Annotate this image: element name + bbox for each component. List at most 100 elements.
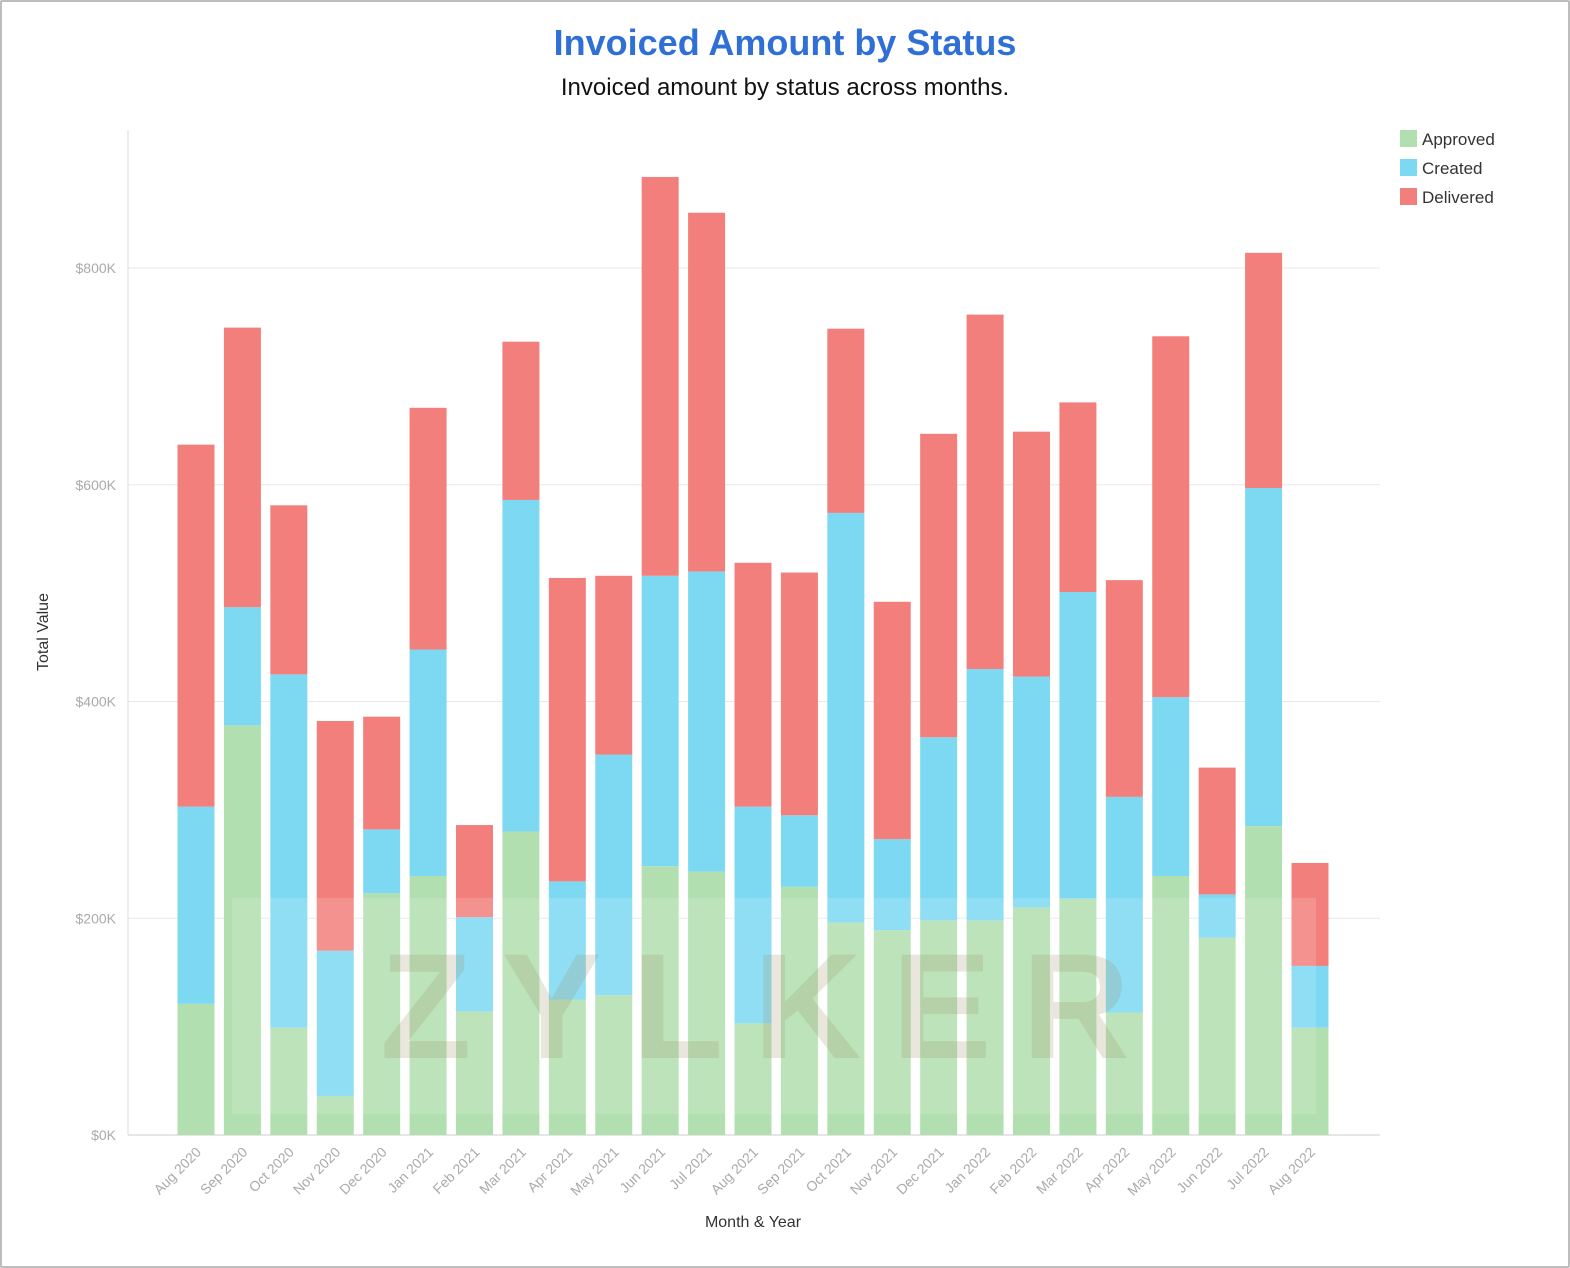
- legend-item-created[interactable]: Created: [1400, 159, 1482, 178]
- bar-approved[interactable]: [502, 831, 540, 1135]
- bar-delivered[interactable]: [363, 716, 401, 830]
- bar-created[interactable]: [873, 839, 911, 931]
- bar-approved[interactable]: [223, 725, 261, 1135]
- x-tick-label: Oct 2020: [245, 1144, 297, 1196]
- bar-created[interactable]: [827, 512, 865, 923]
- x-tick-label: Nov 2020: [290, 1144, 344, 1198]
- bar-created[interactable]: [1245, 488, 1283, 827]
- bar-created[interactable]: [641, 575, 679, 867]
- bar-approved[interactable]: [270, 1027, 308, 1135]
- bar-created[interactable]: [502, 499, 540, 832]
- bar-delivered[interactable]: [780, 572, 818, 816]
- bar-approved[interactable]: [595, 995, 633, 1135]
- bar-delivered[interactable]: [1198, 767, 1236, 895]
- bar-delivered[interactable]: [1245, 252, 1283, 489]
- y-tick-label: $400K: [76, 694, 117, 710]
- watermark-logo: ZYLKER: [380, 922, 1160, 1090]
- bar-created[interactable]: [595, 754, 633, 996]
- bar-delivered[interactable]: [1152, 336, 1190, 698]
- bar-approved[interactable]: [1198, 937, 1236, 1135]
- bar-created[interactable]: [270, 674, 308, 1028]
- bar-created[interactable]: [1105, 796, 1143, 1013]
- x-tick-label: Jan 2022: [941, 1144, 993, 1196]
- bar-delivered[interactable]: [641, 176, 679, 576]
- bar-delivered[interactable]: [1059, 402, 1097, 593]
- bar-created[interactable]: [177, 806, 215, 1004]
- x-tick-label: Dec 2021: [893, 1144, 947, 1198]
- bar-approved[interactable]: [177, 1003, 215, 1135]
- bar-approved[interactable]: [409, 875, 447, 1135]
- bar-created[interactable]: [1152, 697, 1190, 876]
- bar-approved[interactable]: [548, 999, 586, 1135]
- bar-approved[interactable]: [1105, 1012, 1143, 1135]
- bar-created[interactable]: [548, 881, 586, 1000]
- bar-delivered[interactable]: [502, 341, 540, 500]
- x-tick-label: Aug 2021: [707, 1144, 761, 1198]
- y-tick-label: $800K: [76, 260, 117, 276]
- bar-delivered[interactable]: [1291, 862, 1329, 966]
- x-tick-label: Aug 2022: [1264, 1144, 1318, 1198]
- bar-approved[interactable]: [316, 1095, 354, 1135]
- bar-created[interactable]: [780, 815, 818, 887]
- bar-delivered[interactable]: [1105, 580, 1143, 797]
- x-tick-label: Mar 2022: [1033, 1144, 1086, 1197]
- bar-delivered[interactable]: [223, 327, 261, 608]
- bar-created[interactable]: [363, 829, 401, 894]
- bar-created[interactable]: [734, 806, 772, 1024]
- bar-approved[interactable]: [1291, 1027, 1329, 1135]
- bar-created[interactable]: [1059, 592, 1097, 899]
- bar-approved[interactable]: [1152, 875, 1190, 1135]
- bar-created[interactable]: [966, 668, 1004, 921]
- bar-delivered[interactable]: [920, 433, 958, 738]
- bar-approved[interactable]: [734, 1023, 772, 1135]
- bar-created[interactable]: [688, 571, 726, 872]
- bar-approved[interactable]: [827, 922, 865, 1135]
- bar-created[interactable]: [1198, 894, 1236, 938]
- bar-approved[interactable]: [920, 920, 958, 1135]
- bar-delivered[interactable]: [409, 407, 447, 650]
- legend-swatch: [1400, 188, 1417, 205]
- bar-approved[interactable]: [363, 893, 401, 1135]
- x-tick-label: Sep 2020: [197, 1144, 251, 1198]
- x-tick-label: Nov 2021: [847, 1144, 901, 1198]
- bar-delivered[interactable]: [873, 601, 911, 840]
- bar-created[interactable]: [223, 607, 261, 726]
- bar-delivered[interactable]: [456, 825, 493, 918]
- x-tick-label: Jun 2021: [616, 1144, 668, 1196]
- bar-delivered[interactable]: [966, 314, 1004, 669]
- bar-delivered[interactable]: [1013, 431, 1050, 677]
- bar-approved[interactable]: [641, 866, 679, 1135]
- bar-approved[interactable]: [688, 871, 726, 1135]
- bar-delivered[interactable]: [316, 721, 354, 951]
- bar-approved[interactable]: [873, 930, 911, 1135]
- bar-created[interactable]: [316, 950, 354, 1096]
- bar-delivered[interactable]: [688, 212, 726, 572]
- bar-created[interactable]: [456, 917, 493, 1012]
- bar-created[interactable]: [1013, 676, 1050, 908]
- watermark-box: [232, 898, 1316, 1114]
- bar-approved[interactable]: [1245, 826, 1283, 1135]
- bar-approved[interactable]: [966, 920, 1004, 1135]
- bar-created[interactable]: [409, 649, 447, 876]
- y-tick-label: $0K: [91, 1127, 117, 1143]
- y-tick-label: $600K: [76, 477, 117, 493]
- bar-created[interactable]: [1291, 965, 1329, 1028]
- legend-item-delivered[interactable]: Delivered: [1400, 188, 1494, 207]
- bar-delivered[interactable]: [270, 505, 308, 675]
- legend-item-approved[interactable]: Approved: [1400, 130, 1495, 149]
- bar-created[interactable]: [920, 737, 958, 921]
- x-tick-label: Oct 2021: [802, 1144, 854, 1196]
- bar-approved[interactable]: [1059, 898, 1097, 1135]
- y-tick-label: $200K: [76, 910, 117, 926]
- bar-delivered[interactable]: [734, 562, 772, 807]
- bar-delivered[interactable]: [595, 575, 633, 755]
- bar-approved[interactable]: [456, 1011, 493, 1135]
- bar-approved[interactable]: [1013, 907, 1050, 1135]
- bar-delivered[interactable]: [827, 328, 865, 513]
- chart-subtitle: Invoiced amount by status across months.: [560, 74, 1010, 101]
- bar-approved[interactable]: [780, 886, 818, 1135]
- legend-swatch: [1400, 159, 1417, 176]
- bar-delivered[interactable]: [548, 577, 586, 882]
- bar-delivered[interactable]: [177, 444, 215, 807]
- x-axis-label: Month & Year: [705, 1214, 802, 1231]
